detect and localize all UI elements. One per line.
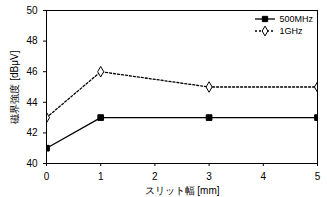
svg-text:44: 44 xyxy=(26,97,38,108)
svg-text:磁界強度 [dBμV]: 磁界強度 [dBμV] xyxy=(9,50,20,124)
svg-text:スリット幅 [mm]: スリット幅 [mm] xyxy=(145,185,220,196)
svg-text:40: 40 xyxy=(26,158,38,169)
svg-text:42: 42 xyxy=(26,127,38,138)
svg-text:5: 5 xyxy=(315,171,321,182)
svg-text:0: 0 xyxy=(44,171,50,182)
svg-text:1: 1 xyxy=(98,171,104,182)
html-text:1GHz: 1GHz xyxy=(279,26,303,36)
svg-text:48: 48 xyxy=(26,35,38,46)
svg-text:4: 4 xyxy=(261,171,267,182)
svg-text:50: 50 xyxy=(26,5,38,16)
html-text:500MHz: 500MHz xyxy=(279,14,313,24)
svg-text:2: 2 xyxy=(152,171,158,182)
svg-text:46: 46 xyxy=(26,66,38,77)
svg-text:3: 3 xyxy=(206,171,212,182)
